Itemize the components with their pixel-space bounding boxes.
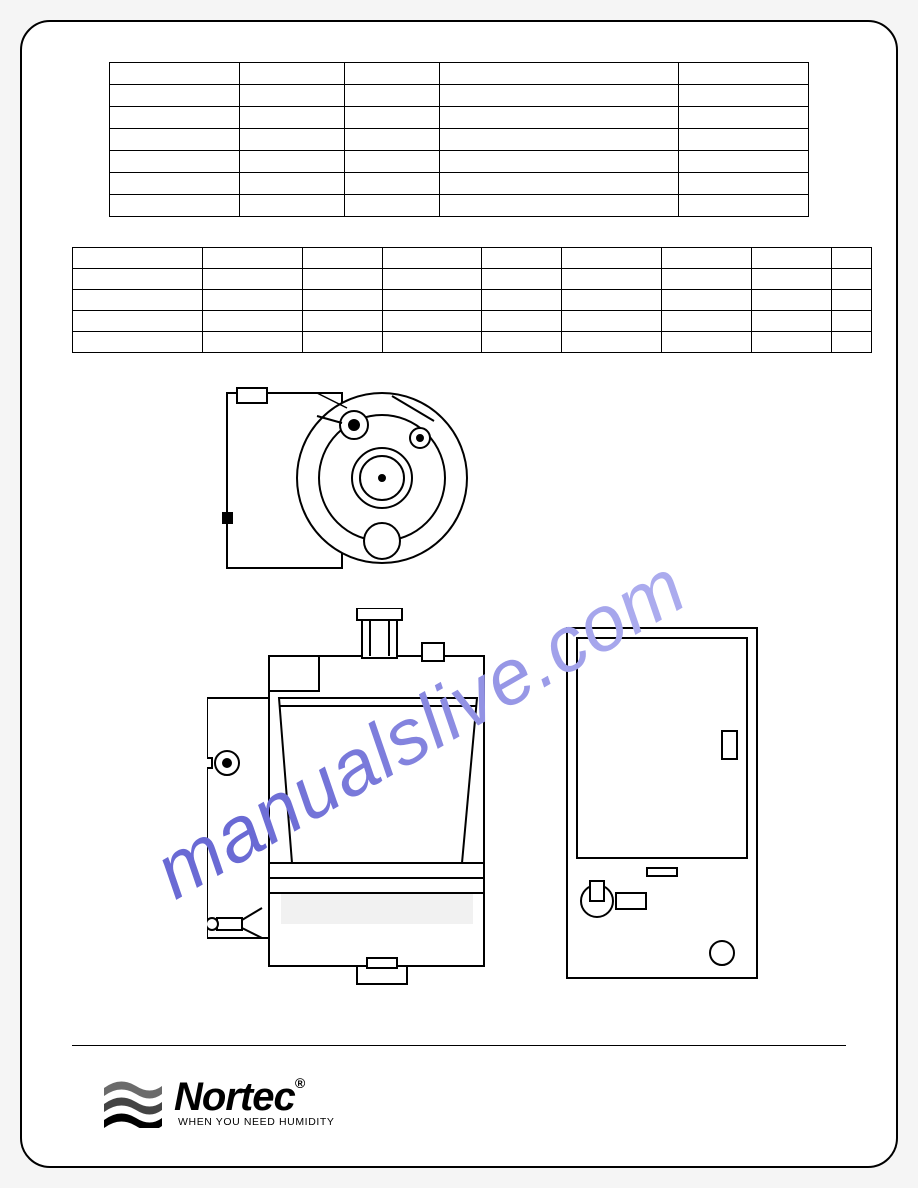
table-row	[110, 107, 809, 129]
logo-waves-icon	[102, 1076, 164, 1128]
logo-brand-name: Nortec®	[174, 1075, 335, 1120]
table-row	[110, 129, 809, 151]
registered-mark: ®	[295, 1075, 304, 1091]
table-row	[110, 63, 809, 85]
footer-divider	[72, 1045, 846, 1046]
table-row	[73, 290, 872, 311]
logo-name-text: Nortec	[174, 1075, 295, 1119]
table-row	[110, 151, 809, 173]
spec-table-2	[72, 247, 872, 353]
table-row	[73, 248, 872, 269]
table-row	[73, 269, 872, 290]
table-row	[73, 332, 872, 353]
brand-logo: Nortec® WHEN YOU NEED HUMIDITY	[102, 1075, 335, 1128]
logo-tagline: WHEN YOU NEED HUMIDITY	[178, 1116, 335, 1128]
document-page: manualslive.com Nortec® WHEN YOU NEED HU…	[20, 20, 898, 1168]
table-row	[110, 195, 809, 217]
table-row	[110, 173, 809, 195]
diagram-area: manualslive.com	[72, 383, 872, 1003]
top-view-diagram	[222, 383, 472, 578]
spec-table-1	[109, 62, 809, 217]
control-panel-diagram	[562, 623, 762, 983]
table-row	[110, 85, 809, 107]
table-row	[73, 311, 872, 332]
front-view-diagram	[207, 608, 497, 988]
